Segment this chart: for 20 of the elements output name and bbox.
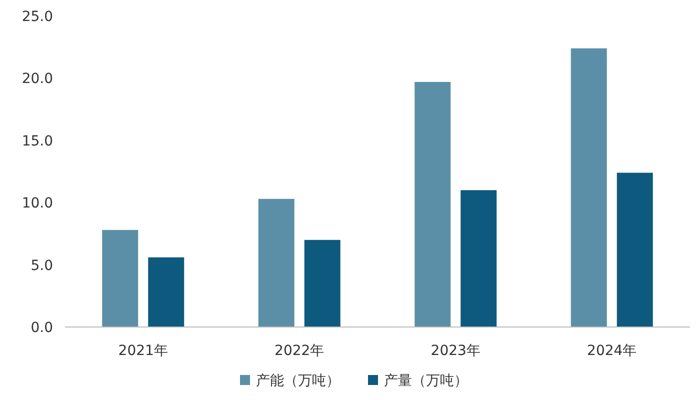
y-tick-label: 5.0 xyxy=(30,258,53,274)
x-tick-label: 2022年 xyxy=(274,343,324,359)
bar xyxy=(460,190,497,327)
y-tick-label: 20.0 xyxy=(22,71,53,88)
y-tick-label: 15.0 xyxy=(22,133,53,150)
y-tick-label: 0.0 xyxy=(30,320,53,336)
bar xyxy=(102,230,138,327)
legend-label: 产能（万吨） xyxy=(256,373,340,389)
bar xyxy=(304,240,340,327)
x-tick-label: 2024年 xyxy=(587,343,637,359)
y-tick-label: 25.0 xyxy=(22,9,53,25)
bar xyxy=(148,257,184,327)
bar xyxy=(414,82,451,327)
x-tick-label: 2023年 xyxy=(430,343,480,359)
y-tick-label: 10.0 xyxy=(22,196,53,212)
bar xyxy=(616,172,653,327)
bar xyxy=(258,198,294,327)
legend-label: 产量（万吨） xyxy=(384,373,468,389)
bar xyxy=(570,48,607,327)
x-tick-label: 2021年 xyxy=(118,343,168,359)
